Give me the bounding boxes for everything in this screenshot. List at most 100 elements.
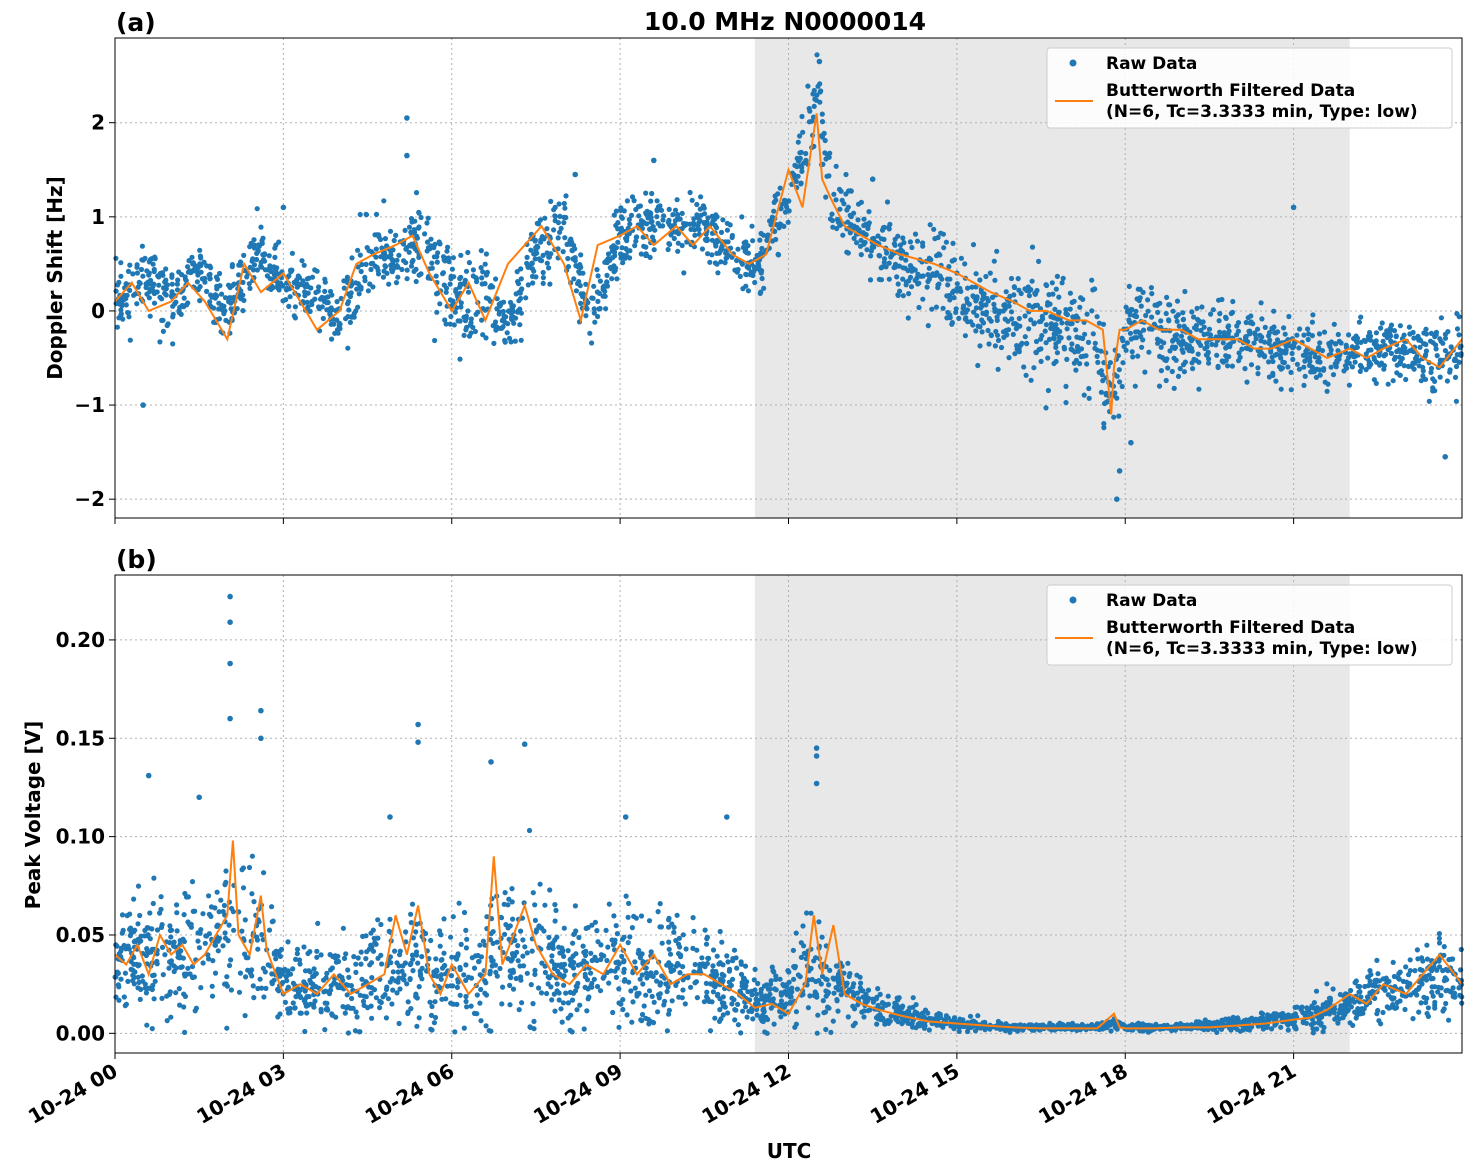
raw-data-point bbox=[614, 931, 621, 937]
raw-data-point bbox=[694, 995, 701, 1001]
raw-data-point bbox=[611, 212, 617, 218]
raw-data-point bbox=[1199, 1020, 1205, 1026]
raw-data-point bbox=[830, 1018, 836, 1024]
raw-data-point bbox=[1011, 284, 1018, 291]
raw-data-point bbox=[304, 1010, 310, 1016]
raw-data-point bbox=[339, 974, 345, 981]
raw-data-point bbox=[491, 340, 497, 346]
raw-data-point bbox=[288, 269, 294, 275]
raw-data-point bbox=[1277, 352, 1283, 358]
raw-data-point bbox=[1443, 1000, 1449, 1007]
raw-data-point bbox=[655, 220, 661, 226]
raw-data-point bbox=[1358, 314, 1364, 320]
raw-data-point bbox=[592, 319, 598, 325]
raw-data-point bbox=[894, 995, 900, 1001]
raw-data-point bbox=[1255, 326, 1261, 332]
raw-data-point bbox=[159, 995, 165, 1002]
raw-data-point bbox=[801, 160, 807, 166]
raw-data-point bbox=[382, 263, 388, 269]
raw-data-point bbox=[329, 336, 335, 342]
raw-data-point bbox=[829, 211, 835, 217]
raw-data-point bbox=[451, 322, 457, 328]
raw-data-point bbox=[831, 976, 837, 982]
raw-data-point bbox=[907, 263, 914, 269]
raw-data-point bbox=[1351, 353, 1357, 359]
raw-data-point bbox=[616, 1024, 622, 1030]
raw-data-point bbox=[914, 238, 921, 244]
raw-data-point bbox=[643, 190, 649, 196]
raw-data-point bbox=[425, 245, 431, 251]
raw-data-point bbox=[794, 986, 801, 992]
raw-data-point bbox=[458, 252, 464, 258]
raw-data-point bbox=[1252, 330, 1258, 336]
raw-data-point bbox=[330, 953, 336, 960]
raw-data-point bbox=[873, 1015, 880, 1021]
raw-data-point bbox=[542, 215, 548, 221]
raw-data-point bbox=[995, 337, 1002, 343]
raw-data-point bbox=[1354, 344, 1360, 350]
raw-data-point bbox=[920, 273, 926, 279]
raw-data-point bbox=[819, 134, 826, 140]
raw-data-point bbox=[170, 341, 176, 347]
raw-data-point bbox=[946, 264, 952, 270]
raw-data-point bbox=[1393, 334, 1399, 340]
raw-data-point bbox=[633, 234, 639, 240]
raw-data-point bbox=[1173, 314, 1179, 320]
raw-data-point bbox=[457, 356, 463, 362]
raw-data-point bbox=[343, 951, 349, 957]
raw-data-point bbox=[383, 1015, 389, 1021]
raw-data-point bbox=[1089, 308, 1095, 314]
raw-data-point bbox=[895, 233, 901, 239]
raw-data-point bbox=[224, 983, 230, 989]
raw-data-point bbox=[203, 933, 209, 939]
raw-data-point bbox=[483, 251, 489, 257]
raw-data-point bbox=[1262, 324, 1268, 330]
raw-data-point bbox=[1354, 335, 1361, 341]
raw-data-point bbox=[627, 255, 633, 261]
raw-data-point bbox=[160, 285, 167, 291]
raw-data-point bbox=[1321, 1004, 1327, 1010]
raw-data-point bbox=[699, 246, 706, 252]
raw-data-point bbox=[801, 943, 807, 949]
raw-data-point bbox=[909, 244, 915, 251]
raw-data-point bbox=[950, 240, 956, 246]
raw-data-point bbox=[174, 281, 180, 287]
raw-data-point bbox=[492, 319, 499, 325]
raw-data-point bbox=[1023, 372, 1029, 378]
raw-data-point bbox=[408, 911, 414, 917]
raw-data-point bbox=[1011, 292, 1017, 298]
raw-data-point bbox=[378, 921, 384, 928]
raw-data-point bbox=[323, 988, 329, 994]
raw-data-point bbox=[840, 232, 846, 238]
raw-data-point bbox=[572, 903, 579, 909]
raw-data-point bbox=[633, 238, 639, 244]
raw-data-point bbox=[799, 168, 805, 174]
raw-data-point bbox=[519, 286, 525, 292]
raw-data-point bbox=[809, 976, 815, 983]
raw-data-point bbox=[540, 252, 546, 258]
raw-data-point bbox=[502, 931, 508, 937]
raw-data-point bbox=[628, 988, 634, 994]
raw-data-point bbox=[375, 917, 381, 923]
raw-data-point bbox=[613, 208, 620, 214]
raw-data-point bbox=[690, 915, 696, 921]
raw-data-point bbox=[494, 296, 500, 302]
raw-data-point bbox=[1018, 342, 1024, 348]
raw-data-point bbox=[483, 272, 489, 278]
raw-data-point bbox=[393, 280, 400, 286]
raw-data-point bbox=[743, 1004, 749, 1010]
raw-data-point bbox=[618, 252, 624, 258]
raw-data-point bbox=[714, 250, 720, 256]
raw-data-point bbox=[798, 954, 805, 961]
raw-data-point bbox=[215, 938, 221, 944]
raw-data-point bbox=[497, 303, 503, 309]
raw-data-point bbox=[576, 934, 582, 941]
y-tick-label: 1 bbox=[91, 205, 105, 229]
raw-data-point bbox=[439, 957, 445, 963]
raw-data-point bbox=[118, 300, 125, 307]
raw-data-point bbox=[441, 916, 447, 922]
raw-data-point bbox=[375, 267, 381, 273]
raw-data-point bbox=[1373, 380, 1379, 386]
raw-data-point bbox=[555, 968, 561, 975]
raw-data-point bbox=[1043, 322, 1049, 328]
